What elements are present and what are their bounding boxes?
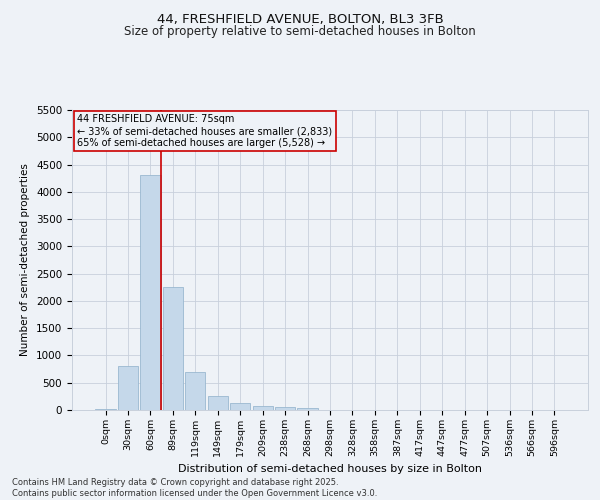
Bar: [118, 366, 138, 410]
Bar: [185, 372, 205, 410]
Text: 44, FRESHFIELD AVENUE, BOLTON, BL3 3FB: 44, FRESHFIELD AVENUE, BOLTON, BL3 3FB: [157, 12, 443, 26]
Y-axis label: Number of semi-detached properties: Number of semi-detached properties: [20, 164, 31, 356]
Text: Contains HM Land Registry data © Crown copyright and database right 2025.
Contai: Contains HM Land Registry data © Crown c…: [12, 478, 377, 498]
Bar: [163, 288, 183, 410]
Text: Size of property relative to semi-detached houses in Bolton: Size of property relative to semi-detach…: [124, 25, 476, 38]
Bar: [140, 176, 161, 410]
Bar: [298, 408, 317, 410]
Bar: [230, 403, 250, 410]
Bar: [253, 406, 273, 410]
Text: 44 FRESHFIELD AVENUE: 75sqm
← 33% of semi-detached houses are smaller (2,833)
65: 44 FRESHFIELD AVENUE: 75sqm ← 33% of sem…: [77, 114, 332, 148]
Bar: [208, 396, 228, 410]
X-axis label: Distribution of semi-detached houses by size in Bolton: Distribution of semi-detached houses by …: [178, 464, 482, 474]
Bar: [275, 406, 295, 410]
Bar: [95, 409, 116, 410]
